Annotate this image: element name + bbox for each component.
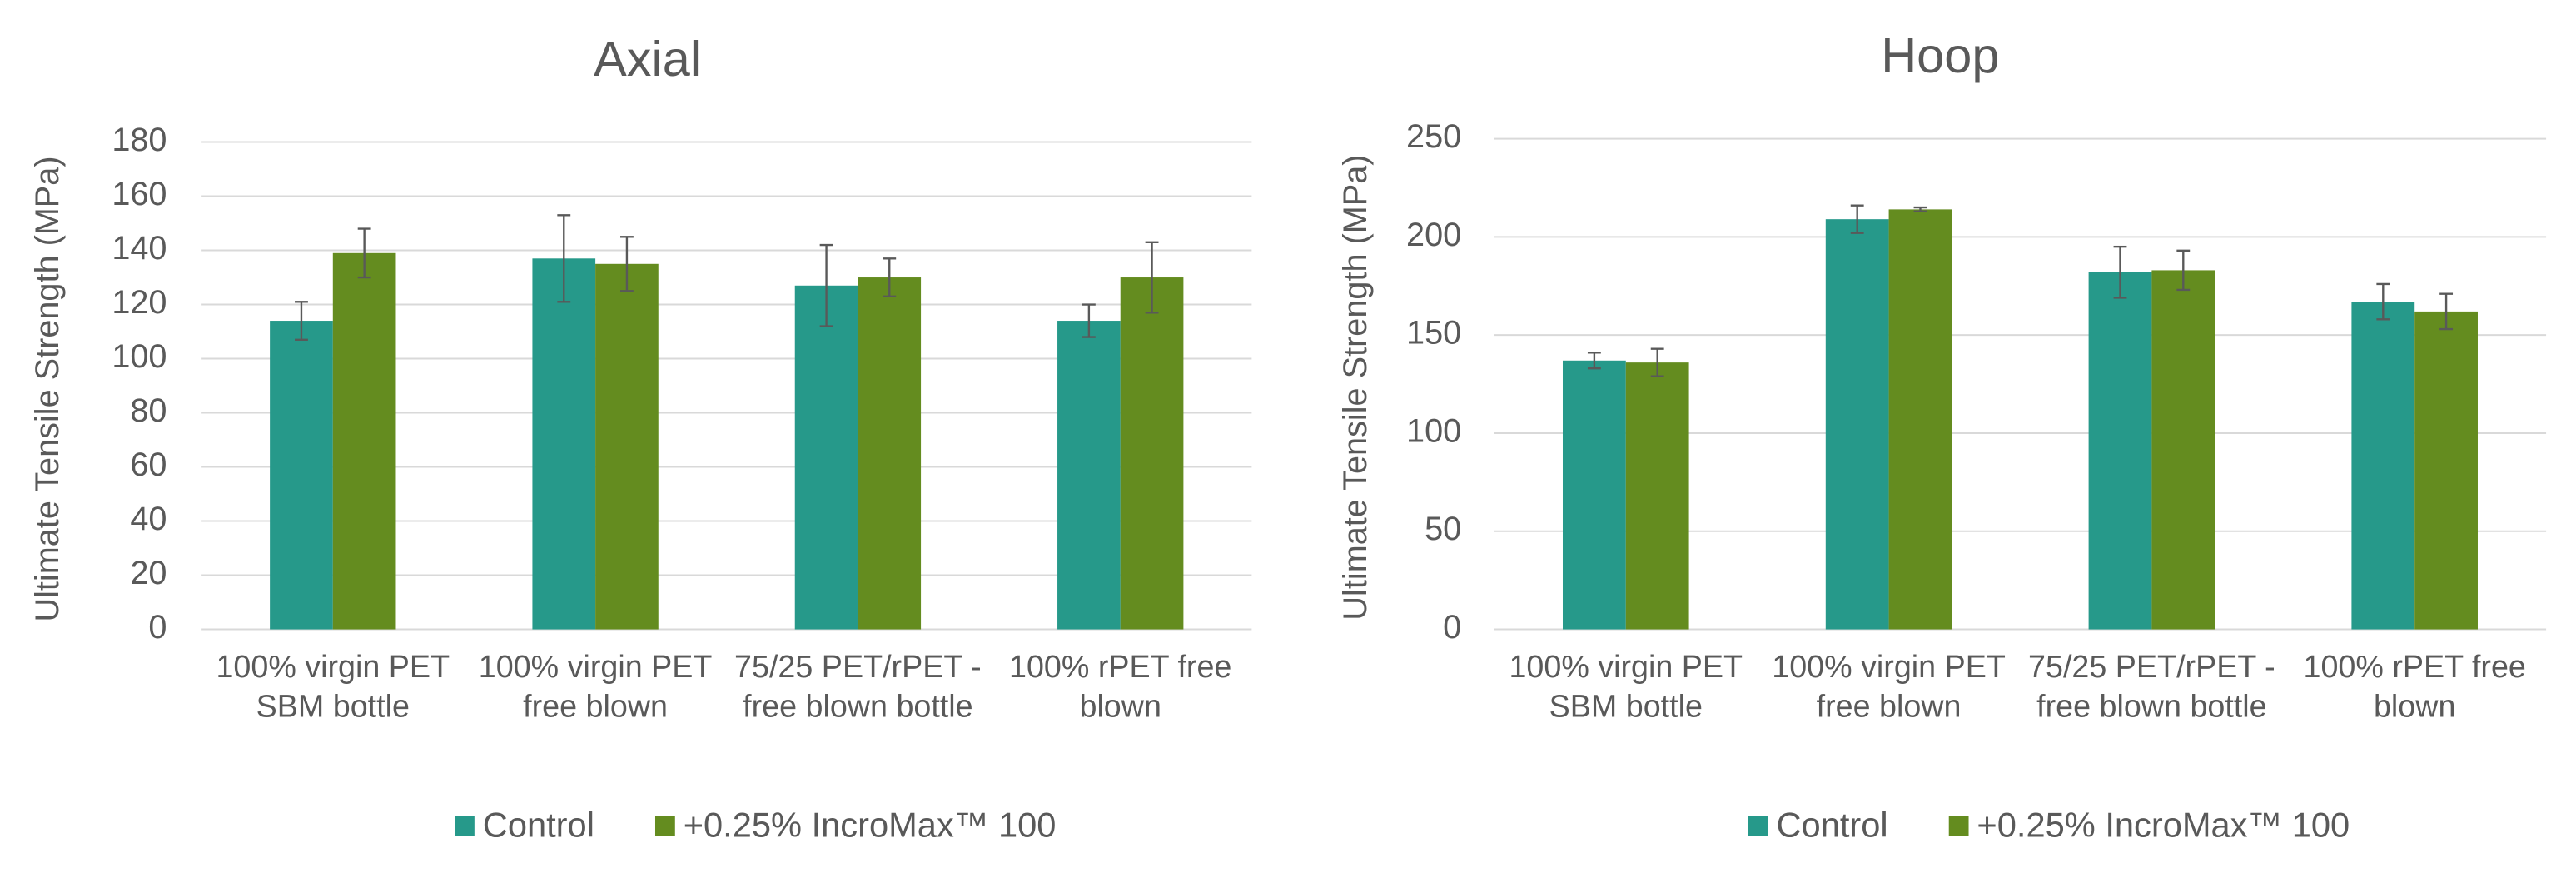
- chart-title: Hoop: [1881, 27, 1999, 83]
- error-bar: [2439, 292, 2454, 331]
- bar: [532, 258, 596, 630]
- y-tick-label: 20: [130, 555, 167, 591]
- bar: [2151, 270, 2215, 630]
- legend-swatch: [455, 816, 475, 836]
- error-bar: [1082, 303, 1096, 338]
- bar: [1562, 360, 1626, 630]
- error-bar: [819, 243, 833, 327]
- y-tick-label: 0: [148, 609, 167, 646]
- error-bar: [1587, 352, 1601, 370]
- bar: [1625, 362, 1689, 630]
- x-tick-label: 100% rPET free blown: [2303, 651, 2526, 726]
- x-tick-label-box: 75/25 PET/rPET - free blown bottle: [2028, 651, 2275, 726]
- x-tick-label-box: 100% rPET free blown: [1009, 651, 1232, 726]
- legend-label: +0.25% IncroMax™ 100: [1977, 806, 2350, 845]
- legend-swatch: [1748, 816, 1768, 836]
- bar: [2088, 272, 2152, 630]
- x-tick-label: 75/25 PET/rPET - free blown bottle: [734, 651, 982, 726]
- y-tick-label: 0: [1443, 609, 1461, 646]
- legend-label: Control: [483, 806, 594, 845]
- y-tick-label: 150: [1406, 315, 1461, 352]
- legend-label: Control: [1776, 806, 1887, 845]
- y-tick-label: 100: [1406, 412, 1461, 449]
- bar: [1057, 321, 1121, 630]
- y-tick-label: 160: [112, 176, 167, 212]
- chart-title: Axial: [594, 31, 701, 87]
- bar: [2351, 302, 2415, 630]
- bar: [332, 252, 396, 630]
- x-tick-label: 100% virgin PET SBM bottle: [1509, 651, 1743, 726]
- y-tick-label: 120: [112, 284, 167, 321]
- x-tick-label: 100% virgin PET free blown: [1772, 651, 2006, 726]
- error-bar: [1850, 204, 1864, 234]
- y-tick-label: 100: [112, 338, 167, 375]
- bar: [595, 263, 659, 630]
- x-tick-label: 75/25 PET/rPET - free blown bottle: [2028, 651, 2275, 726]
- error-bar: [1913, 206, 1927, 212]
- x-tick-label-box: 100% virgin PET SBM bottle: [1509, 651, 1743, 726]
- y-tick-label: 40: [130, 501, 167, 537]
- error-bar: [2376, 282, 2390, 321]
- error-bar: [1145, 241, 1159, 314]
- legend-swatch: [654, 816, 675, 836]
- y-tick-label: 60: [130, 446, 167, 483]
- x-tick-label-box: 75/25 PET/rPET - free blown bottle: [734, 651, 982, 726]
- y-tick-label: 50: [1425, 511, 1461, 547]
- y-tick-label: 80: [130, 392, 167, 429]
- error-bar: [295, 301, 308, 341]
- y-tick-label: 200: [1406, 217, 1461, 253]
- x-tick-label-box: 100% virgin PET free blown: [1772, 651, 2006, 726]
- y-tick-label: 180: [112, 122, 167, 158]
- x-tick-label: 100% virgin PET SBM bottle: [216, 651, 450, 726]
- y-axis-label: Ultimate Tensile Strength (MPa): [29, 156, 66, 621]
- bar: [2414, 311, 2478, 630]
- error-bar: [620, 236, 634, 292]
- bar: [1825, 219, 1889, 630]
- error-bar: [2113, 245, 2127, 299]
- error-bar: [1650, 347, 1664, 377]
- error-bar: [883, 257, 897, 297]
- y-tick-label: 140: [112, 230, 167, 267]
- y-axis-label: Ultimate Tensile Strength (MPa): [1337, 154, 1374, 620]
- x-tick-label-box: 100% virgin PET SBM bottle: [216, 651, 450, 726]
- error-bar: [357, 227, 371, 279]
- x-tick-label: 100% virgin PET free blown: [478, 651, 713, 726]
- bar: [1120, 277, 1184, 630]
- error-bar: [2176, 249, 2191, 292]
- y-tick-label: 250: [1406, 118, 1461, 155]
- bar: [270, 321, 333, 630]
- bar: [794, 285, 858, 630]
- bar: [858, 277, 922, 630]
- bar: [1888, 209, 1952, 630]
- x-tick-label: 100% rPET free blown: [1009, 651, 1232, 726]
- legend-label: +0.25% IncroMax™ 100: [684, 806, 1057, 845]
- x-tick-label-box: 100% rPET free blown: [2303, 651, 2526, 726]
- legend-swatch: [1948, 816, 1969, 836]
- x-tick-label-box: 100% virgin PET free blown: [478, 651, 713, 726]
- error-bar: [557, 214, 571, 303]
